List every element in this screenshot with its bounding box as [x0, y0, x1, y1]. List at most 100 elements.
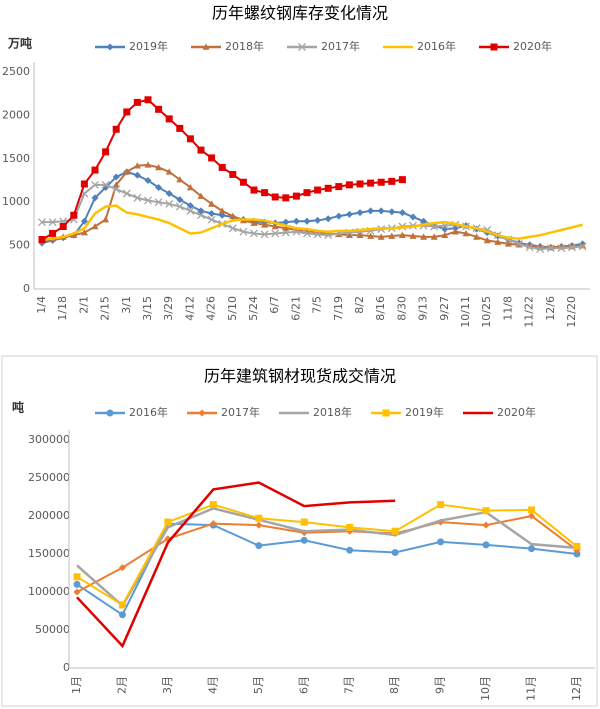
marker: [91, 166, 99, 174]
marker: [250, 219, 258, 226]
marker: [202, 43, 210, 50]
marker: [546, 244, 555, 253]
marker: [209, 520, 217, 528]
marker: [346, 546, 354, 554]
x-tick-label: 10/25: [480, 296, 493, 328]
x-tick-label: 5/24: [247, 296, 260, 321]
marker: [102, 148, 110, 156]
marker: [144, 96, 152, 104]
x-tick-label: 3/29: [162, 296, 175, 321]
marker: [165, 199, 174, 208]
x-tick-label: 10月: [479, 676, 492, 701]
y-tick-label: 1500: [2, 152, 30, 165]
marker: [490, 43, 498, 51]
legend-label: 2017年: [221, 405, 260, 419]
marker: [176, 176, 184, 183]
x-tick-label: 6/21: [289, 296, 302, 321]
marker: [197, 211, 205, 220]
y-tick-label: 250000: [28, 471, 70, 484]
marker: [112, 181, 120, 188]
x-tick-label: 12/6: [544, 296, 557, 321]
marker: [197, 192, 205, 199]
marker: [462, 229, 470, 237]
marker: [388, 232, 396, 239]
marker: [525, 243, 534, 252]
marker: [504, 240, 512, 247]
legend-label: 2020年: [513, 39, 552, 53]
marker: [345, 231, 353, 238]
marker: [282, 224, 290, 232]
marker: [229, 170, 237, 178]
marker: [356, 209, 364, 217]
x-tick-label: 1/4: [35, 296, 48, 314]
y-axis-label: 万吨: [7, 36, 32, 51]
marker: [144, 177, 152, 184]
marker: [398, 209, 406, 217]
marker: [91, 180, 99, 189]
marker: [38, 218, 46, 227]
marker: [38, 236, 46, 244]
marker: [292, 192, 300, 200]
marker: [229, 212, 237, 219]
marker: [261, 189, 269, 197]
marker: [377, 207, 385, 215]
marker: [208, 200, 216, 207]
x-tick-label: 8/2: [353, 296, 366, 314]
marker: [80, 229, 88, 236]
x-tick-label: 9/13: [417, 296, 430, 321]
x-tick-label: 1月: [70, 676, 83, 694]
chart-title: 历年建筑钢材现货成交情况: [204, 367, 396, 386]
marker: [335, 183, 343, 191]
marker: [144, 161, 152, 168]
marker: [367, 232, 375, 239]
marker: [271, 229, 280, 238]
marker: [494, 238, 502, 245]
marker: [377, 233, 385, 240]
y-axis-label: 吨: [12, 400, 24, 415]
marker: [282, 194, 290, 202]
marker: [345, 210, 353, 218]
marker: [118, 611, 126, 619]
marker: [578, 242, 587, 251]
y-tick-label: 1000: [2, 195, 30, 208]
marker: [409, 232, 417, 239]
y-tick-label: 2500: [2, 65, 30, 78]
x-tick-label: 12月: [570, 676, 583, 701]
x-tick-label: 3月: [161, 676, 174, 694]
marker: [430, 233, 438, 240]
marker: [528, 545, 535, 553]
marker: [345, 181, 353, 189]
marker: [155, 105, 163, 113]
marker: [282, 218, 290, 226]
marker: [175, 202, 184, 211]
x-tick-label: 2/15: [99, 296, 112, 321]
marker: [112, 125, 120, 133]
series-line: [41, 204, 583, 241]
marker: [70, 231, 78, 238]
marker: [420, 233, 428, 240]
marker: [314, 186, 322, 194]
marker: [451, 228, 459, 235]
marker: [80, 217, 88, 225]
marker: [186, 202, 194, 210]
y-tick-label: 2000: [2, 108, 30, 121]
chart-frame: [1, 355, 598, 707]
x-tick-label: 9/27: [438, 296, 451, 321]
marker: [536, 245, 545, 254]
y-tick-label: 0: [23, 282, 30, 295]
x-tick-label: 11/22: [523, 296, 536, 328]
marker: [133, 162, 141, 169]
x-tick-label: 3/15: [141, 296, 154, 321]
marker: [303, 229, 311, 238]
y-tick-label: 50000: [35, 623, 70, 636]
marker: [483, 236, 491, 244]
marker: [118, 601, 126, 609]
marker: [155, 183, 163, 191]
marker: [271, 193, 279, 201]
marker: [102, 216, 110, 223]
y-tick-label: 200000: [28, 509, 70, 522]
marker: [49, 229, 57, 237]
x-tick-label: 4/26: [205, 296, 218, 321]
marker: [437, 538, 445, 546]
